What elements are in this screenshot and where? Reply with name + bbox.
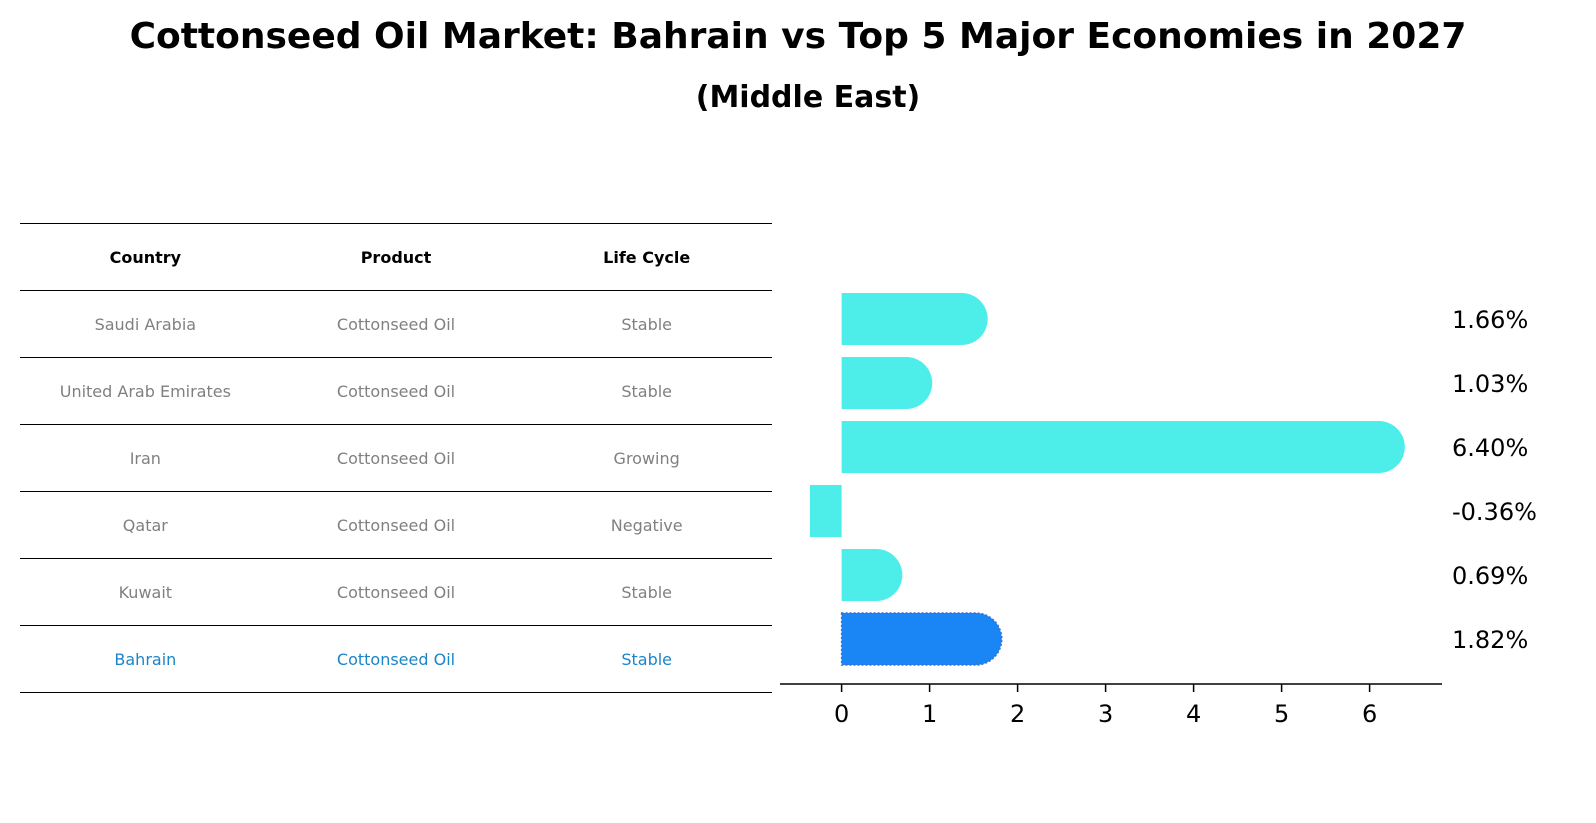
bar-bahrain	[840, 612, 1003, 666]
bar-qatar	[809, 485, 842, 537]
data-label: -0.36%	[1452, 498, 1537, 526]
cell-product: Cottonseed Oil	[336, 448, 456, 468]
cell-country: Kuwait	[118, 582, 173, 602]
header-country: Country	[109, 247, 182, 267]
data-label: 1.82%	[1452, 626, 1528, 654]
table-row: Saudi Arabia Cottonseed Oil Stable	[20, 290, 772, 357]
x-tick-label: 2	[1010, 700, 1025, 728]
data-label: 6.40%	[1452, 434, 1528, 462]
data-label: 0.69%	[1452, 562, 1528, 590]
x-tick-label: 6	[1362, 700, 1377, 728]
bar-iran	[841, 421, 1405, 473]
cell-life-cycle: Stable	[621, 649, 673, 669]
table-row: Kuwait Cottonseed Oil Stable	[20, 558, 772, 625]
cell-life-cycle: Growing	[613, 448, 680, 468]
cell-life-cycle: Negative	[610, 515, 683, 535]
header-product: Product	[360, 247, 432, 267]
cell-product: Cottonseed Oil	[336, 582, 456, 602]
table-row-highlighted: Bahrain Cottonseed Oil Stable	[20, 625, 772, 693]
data-label: 1.66%	[1452, 306, 1528, 334]
cell-country: Saudi Arabia	[94, 314, 197, 334]
table-header-row: Country Product Life Cycle	[20, 223, 772, 290]
cell-country: Qatar	[122, 515, 168, 535]
cell-product: Cottonseed Oil	[336, 649, 456, 669]
cell-country: Iran	[129, 448, 161, 468]
chart-title: Cottonseed Oil Market: Bahrain vs Top 5 …	[129, 16, 1467, 57]
cell-product: Cottonseed Oil	[336, 515, 456, 535]
chart-subtitle: (Middle East)	[695, 80, 921, 115]
cell-product: Cottonseed Oil	[336, 381, 456, 401]
x-tick-label: 3	[1098, 700, 1113, 728]
bar-united-arab-emirates	[841, 357, 933, 409]
cell-life-cycle: Stable	[621, 381, 673, 401]
x-tick-label: 0	[834, 700, 849, 728]
bar-saudi-arabia	[841, 293, 988, 345]
cell-country: Bahrain	[114, 649, 177, 669]
cell-life-cycle: Stable	[621, 582, 673, 602]
growth-bar-chart: 1.66% 1.03% 6.40% -0.36% 0.69% 1.82% 0 1 2 3 4 5 6	[780, 293, 1537, 728]
table-row: Qatar Cottonseed Oil Negative	[20, 491, 772, 558]
bar-kuwait	[841, 549, 903, 601]
header-life-cycle: Life Cycle	[603, 247, 691, 267]
cell-country: United Arab Emirates	[59, 381, 231, 401]
cell-product: Cottonseed Oil	[336, 314, 456, 334]
country-table: Country Product Life Cycle Saudi Arabia …	[20, 223, 772, 693]
table-row: United Arab Emirates Cottonseed Oil Stab…	[20, 357, 772, 424]
x-tick-label: 1	[922, 700, 937, 728]
cell-life-cycle: Stable	[621, 314, 673, 334]
table-row: Iran Cottonseed Oil Growing	[20, 424, 772, 491]
x-tick-label: 4	[1186, 700, 1201, 728]
x-tick-label: 5	[1274, 700, 1289, 728]
data-label: 1.03%	[1452, 370, 1528, 398]
